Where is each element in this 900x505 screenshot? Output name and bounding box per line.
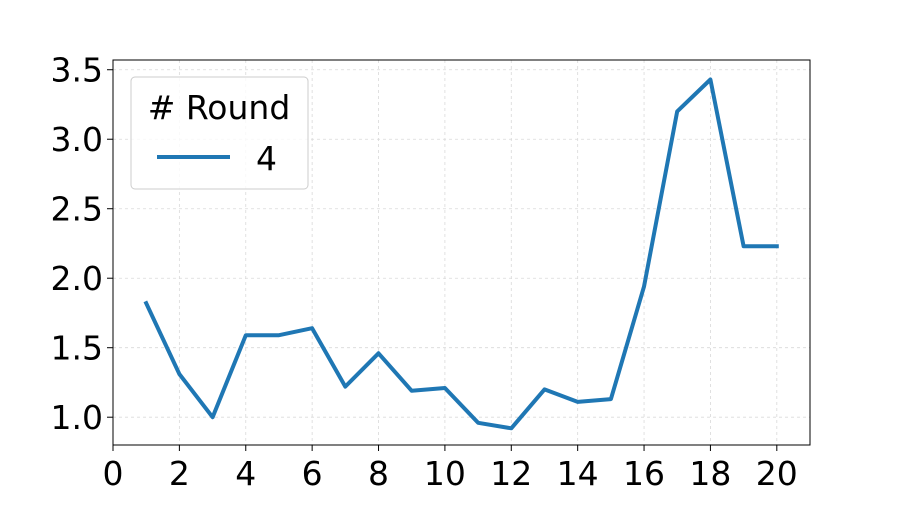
x-axis: 0 2 4 6 8 10 12 14 16 18 20 <box>103 445 798 493</box>
x-tick-label: 16 <box>623 454 665 493</box>
x-tick-label: 20 <box>756 454 798 493</box>
y-tick-label: 2.5 <box>51 190 103 229</box>
y-tick-label: 3.0 <box>51 120 103 159</box>
x-tick-label: 18 <box>689 454 731 493</box>
x-tick-label: 14 <box>557 454 599 493</box>
plot-frame <box>112 59 811 446</box>
series-line <box>143 77 779 431</box>
x-tick-label: 2 <box>169 454 190 493</box>
legend-title: # Round <box>148 88 291 127</box>
x-tick-label: 8 <box>368 454 389 493</box>
legend-box <box>130 76 309 190</box>
legend: # Round 4 <box>130 76 309 190</box>
x-tick-label: 4 <box>235 454 256 493</box>
y-tick-label: 1.5 <box>51 329 103 368</box>
x-tick-label: 0 <box>103 454 124 493</box>
y-tick-label: 1.0 <box>51 398 103 437</box>
y-axis: 1.0 1.5 2.0 2.5 3.0 3.5 <box>51 51 113 437</box>
x-tick-label: 12 <box>490 454 532 493</box>
y-tick-label: 2.0 <box>51 259 103 298</box>
series-layer <box>143 77 779 431</box>
x-tick-label: 10 <box>424 454 466 493</box>
x-tick-label: 6 <box>302 454 323 493</box>
y-tick-label: 3.5 <box>51 51 103 90</box>
legend-entry-label: 4 <box>256 139 277 178</box>
